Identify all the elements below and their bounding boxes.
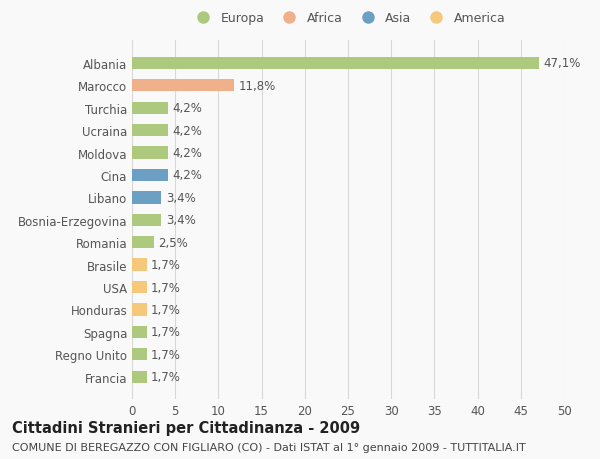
Text: 4,2%: 4,2% [173, 124, 202, 137]
Text: 11,8%: 11,8% [238, 79, 275, 93]
Text: 47,1%: 47,1% [543, 57, 581, 70]
Bar [132, 326, 146, 338]
Bar [132, 304, 146, 316]
Text: 3,4%: 3,4% [166, 214, 196, 227]
Text: 1,7%: 1,7% [151, 370, 181, 383]
Bar [132, 169, 168, 182]
Bar [132, 348, 146, 361]
Bar [132, 102, 168, 115]
Bar [132, 281, 146, 294]
Text: COMUNE DI BEREGAZZO CON FIGLIARO (CO) - Dati ISTAT al 1° gennaio 2009 - TUTTITAL: COMUNE DI BEREGAZZO CON FIGLIARO (CO) - … [12, 442, 526, 452]
Text: 1,7%: 1,7% [151, 303, 181, 316]
Bar [132, 371, 146, 383]
Text: 4,2%: 4,2% [173, 169, 202, 182]
Bar [132, 236, 154, 249]
Text: 4,2%: 4,2% [173, 147, 202, 160]
Text: 1,7%: 1,7% [151, 258, 181, 272]
Bar [132, 192, 161, 204]
Bar [132, 147, 168, 159]
Text: 1,7%: 1,7% [151, 348, 181, 361]
Text: 1,7%: 1,7% [151, 281, 181, 294]
Bar [132, 57, 539, 70]
Text: 3,4%: 3,4% [166, 191, 196, 204]
Bar [132, 125, 168, 137]
Text: Cittadini Stranieri per Cittadinanza - 2009: Cittadini Stranieri per Cittadinanza - 2… [12, 420, 360, 435]
Bar [132, 80, 234, 92]
Legend: Europa, Africa, Asia, America: Europa, Africa, Asia, America [188, 10, 508, 28]
Text: 2,5%: 2,5% [158, 236, 188, 249]
Text: 1,7%: 1,7% [151, 326, 181, 339]
Text: 4,2%: 4,2% [173, 102, 202, 115]
Bar [132, 259, 146, 271]
Bar [132, 214, 161, 226]
